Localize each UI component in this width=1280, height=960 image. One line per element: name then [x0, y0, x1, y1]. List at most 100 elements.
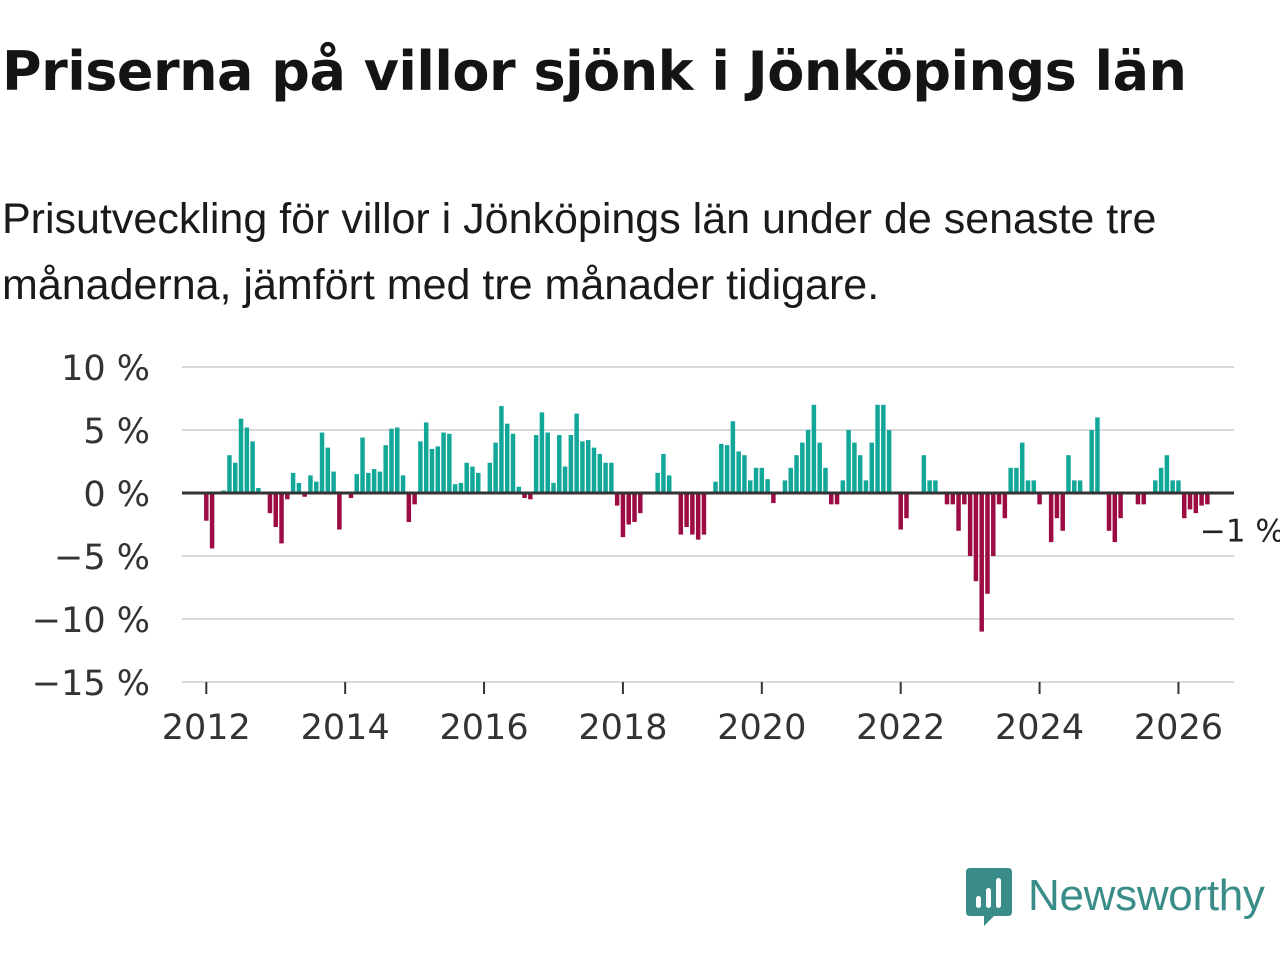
bar [591, 447, 597, 493]
bar [1089, 430, 1094, 493]
bar [609, 462, 614, 493]
bar [840, 480, 846, 493]
bar [736, 451, 741, 493]
bar [1158, 467, 1164, 493]
bar [209, 493, 215, 549]
bar [834, 493, 840, 505]
bar [1025, 480, 1031, 493]
x-tick-label: 2026 [1134, 708, 1223, 748]
bar [927, 480, 932, 493]
bar [991, 493, 996, 556]
bar [476, 472, 481, 493]
bar [429, 448, 435, 493]
bar [383, 445, 388, 493]
bar [1170, 480, 1175, 493]
bar [279, 493, 284, 544]
bar [1164, 455, 1170, 493]
bar [493, 442, 498, 493]
bar [771, 493, 776, 504]
bar [406, 493, 412, 522]
bar [863, 480, 869, 493]
bar [1072, 480, 1077, 493]
bar [701, 493, 707, 535]
bar [204, 493, 209, 521]
bar [464, 462, 469, 493]
bar [585, 440, 591, 493]
bar [800, 442, 805, 493]
bar [1014, 467, 1019, 493]
bar [499, 406, 504, 493]
bar [1118, 493, 1123, 519]
bar [956, 493, 961, 531]
bar [470, 466, 475, 493]
bar [933, 480, 938, 493]
bar [285, 493, 290, 500]
bar [846, 430, 851, 493]
bar [412, 493, 417, 505]
bar [302, 493, 307, 497]
bar [753, 467, 759, 493]
bar [1077, 480, 1083, 493]
bar [881, 404, 886, 493]
bar [314, 481, 319, 493]
bar [638, 493, 643, 514]
bar [788, 467, 793, 493]
bar [377, 471, 383, 493]
bar [360, 437, 365, 493]
annotations: −1 % [1200, 513, 1280, 549]
bar [1181, 493, 1187, 519]
bar [950, 493, 956, 505]
bar [695, 493, 701, 540]
bar [435, 446, 441, 493]
x-axis: 2012 2014 2016 2018 2020 2022 2024 2026 [162, 682, 1223, 748]
bar [823, 467, 828, 493]
bar [724, 445, 730, 493]
bar [620, 493, 626, 538]
bar [875, 404, 880, 493]
y-tick-label: 0 % [83, 475, 150, 515]
bar [1002, 493, 1008, 519]
bar [857, 455, 863, 493]
bar [979, 493, 984, 632]
bar [504, 423, 510, 493]
bar [794, 455, 799, 493]
bar [1037, 493, 1042, 505]
bar [395, 427, 400, 493]
bar [782, 480, 788, 493]
bar [522, 493, 527, 499]
x-tick-label: 2020 [717, 708, 806, 748]
bar [661, 453, 666, 493]
bar [967, 493, 973, 556]
bar [551, 482, 556, 493]
bar [568, 435, 574, 493]
bar [371, 469, 377, 493]
bar [1176, 480, 1181, 493]
bar [273, 493, 278, 528]
newsworthy-logo-icon [966, 868, 1012, 926]
bar [944, 493, 950, 505]
bar [962, 493, 967, 505]
y-axis: 10 % 5 % 0 % −5 % −10 % −15 % [32, 349, 150, 704]
bar [886, 430, 892, 493]
bar [1048, 493, 1054, 543]
bar [1008, 467, 1013, 493]
bar [869, 442, 875, 493]
bar [759, 467, 765, 493]
bar [267, 493, 273, 514]
bar [973, 493, 979, 582]
bar [666, 475, 672, 493]
bar [418, 441, 423, 493]
bar [614, 493, 620, 506]
bar [487, 462, 493, 493]
bar-chart: 2012 2014 2016 2018 2020 2022 2024 2026 10 % 5 %… [32, 349, 1280, 748]
bar [423, 422, 429, 493]
bar [458, 482, 464, 493]
bar [1193, 493, 1199, 514]
bar [238, 418, 244, 493]
bar [1060, 493, 1065, 531]
bar [985, 493, 990, 594]
bar [713, 481, 718, 493]
bar [290, 472, 296, 493]
bar [308, 475, 313, 493]
bar [389, 428, 394, 493]
